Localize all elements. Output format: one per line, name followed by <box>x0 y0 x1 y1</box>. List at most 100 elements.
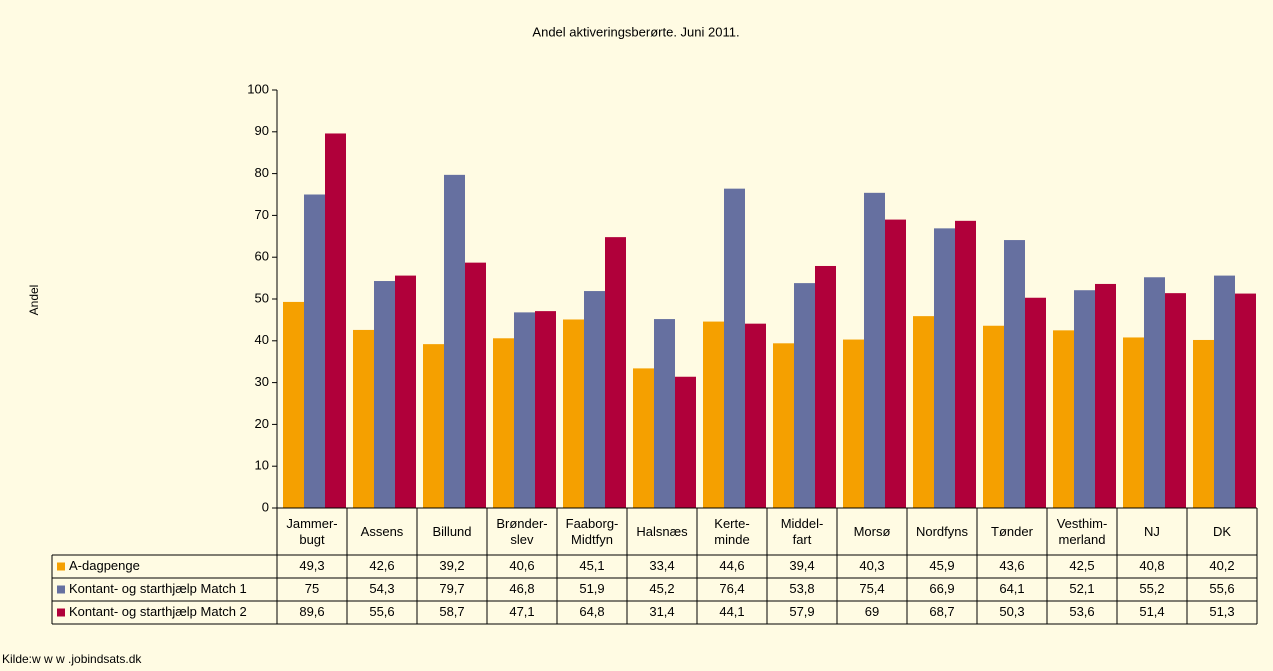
table-value: 51,9 <box>579 581 604 596</box>
table-value: 69 <box>865 604 879 619</box>
bar <box>1144 277 1165 508</box>
bar <box>675 376 696 508</box>
table-value: 53,6 <box>1069 604 1094 619</box>
bar <box>913 316 934 508</box>
bar <box>465 262 486 508</box>
bar <box>283 301 304 508</box>
table-value: 43,6 <box>999 558 1024 573</box>
table-value: 46,8 <box>509 581 534 596</box>
y-tick-label: 70 <box>255 207 269 222</box>
bar <box>1214 275 1235 508</box>
bar <box>535 311 556 508</box>
bar <box>1165 293 1186 508</box>
table-value: 55,6 <box>369 604 394 619</box>
bar <box>843 339 864 508</box>
legend-label: Kontant- og starthjælp Match 2 <box>69 604 247 619</box>
bar <box>444 174 465 508</box>
bar <box>745 323 766 508</box>
table-value: 75 <box>305 581 319 596</box>
table-value: 68,7 <box>929 604 954 619</box>
bar <box>1235 293 1256 508</box>
table-value: 51,4 <box>1139 604 1164 619</box>
legend-swatch <box>57 608 65 617</box>
table-value: 76,4 <box>719 581 744 596</box>
table-value: 40,6 <box>509 558 534 573</box>
table-value: 39,2 <box>439 558 464 573</box>
table-value: 50,3 <box>999 604 1024 619</box>
bar <box>983 325 1004 508</box>
table-value: 89,6 <box>299 604 324 619</box>
legend-label: A-dagpenge <box>69 558 140 573</box>
x-tick-label: Tønder <box>991 523 1033 539</box>
table-value: 42,5 <box>1069 558 1094 573</box>
table-value: 47,1 <box>509 604 534 619</box>
bar <box>563 319 584 508</box>
table-value: 45,2 <box>649 581 674 596</box>
bar <box>934 228 955 508</box>
bar <box>325 133 346 509</box>
bar <box>514 312 535 508</box>
x-tick-label: NJ <box>1144 523 1160 539</box>
bar <box>815 265 836 508</box>
table-value: 49,3 <box>299 558 324 573</box>
table-value: 53,8 <box>789 581 814 596</box>
table-value: 54,3 <box>369 581 394 596</box>
bar <box>885 219 906 508</box>
y-tick-label: 0 <box>262 499 269 514</box>
bar <box>773 343 794 508</box>
table-value: 40,3 <box>859 558 884 573</box>
bar <box>304 194 325 508</box>
x-tick-label: Jammer- bugt <box>286 515 338 547</box>
bar <box>605 237 626 509</box>
bar <box>724 188 745 508</box>
bar <box>864 192 885 508</box>
table-value: 45,9 <box>929 558 954 573</box>
table-value: 79,7 <box>439 581 464 596</box>
table-value: 40,2 <box>1209 558 1234 573</box>
x-tick-label: DK <box>1212 523 1232 539</box>
bar <box>794 283 815 508</box>
table-value: 55,2 <box>1139 581 1164 596</box>
table-value: 44,1 <box>719 604 744 619</box>
bar <box>1025 297 1046 508</box>
legend-label: Kontant- og starthjælp Match 1 <box>69 581 247 596</box>
x-tick-label: Kerte- minde <box>714 515 750 547</box>
bar <box>374 281 395 508</box>
table-value: 66,9 <box>929 581 954 596</box>
y-tick-label: 60 <box>255 249 269 264</box>
bar <box>584 291 605 508</box>
bar <box>423 344 444 508</box>
table-value: 33,4 <box>649 558 674 573</box>
x-tick-label: Billund <box>432 523 472 539</box>
bar <box>955 220 976 509</box>
table-value: 51,3 <box>1209 604 1234 619</box>
table-value: 40,8 <box>1139 558 1164 573</box>
bar <box>633 368 654 508</box>
y-tick-label: 30 <box>255 374 269 389</box>
legend-swatch <box>57 585 65 594</box>
y-tick-label: 90 <box>255 123 269 138</box>
bar <box>395 275 416 508</box>
table-value: 52,1 <box>1069 581 1094 596</box>
bar <box>1053 330 1074 508</box>
x-tick-label: Nordfyns <box>915 523 969 539</box>
x-tick-label: Halsnæs <box>636 523 688 539</box>
table-value: 39,4 <box>789 558 814 573</box>
y-tick-label: 40 <box>255 332 269 347</box>
bar <box>493 338 514 508</box>
table-value: 42,6 <box>369 558 394 573</box>
y-tick-label: 20 <box>255 416 269 431</box>
bar <box>1074 290 1095 508</box>
table-value: 45,1 <box>579 558 604 573</box>
table-value: 75,4 <box>859 581 884 596</box>
x-tick-label: Vesthim- merland <box>1056 515 1108 547</box>
x-tick-label: Brønder- slev <box>496 515 548 547</box>
table-value: 44,6 <box>719 558 744 573</box>
bar <box>703 321 724 508</box>
x-tick-label: Assens <box>360 523 404 539</box>
legend-swatch <box>57 562 65 571</box>
y-tick-label: 50 <box>255 290 269 305</box>
table-value: 64,8 <box>579 604 604 619</box>
